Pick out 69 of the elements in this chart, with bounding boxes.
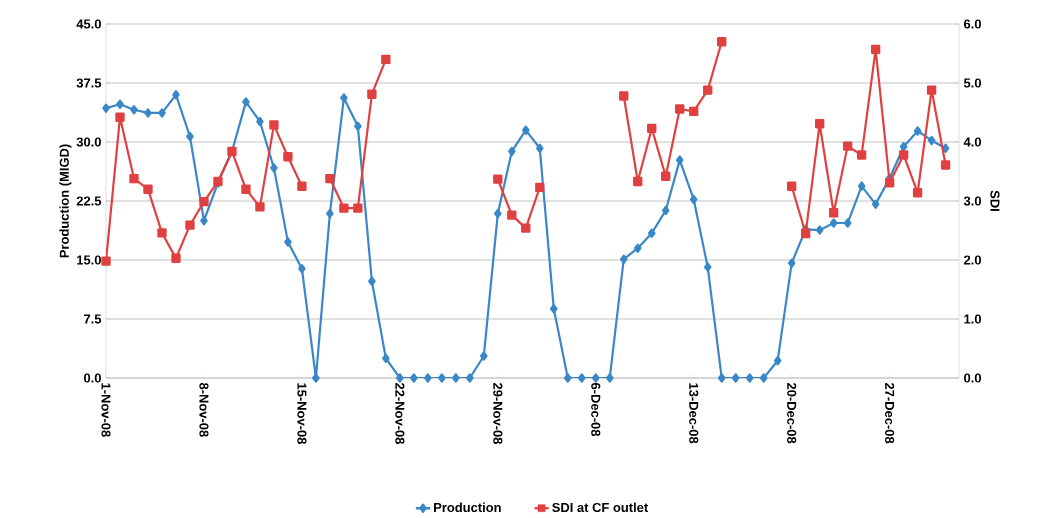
point — [367, 89, 377, 99]
point — [269, 120, 279, 130]
point — [912, 188, 923, 198]
point — [703, 85, 713, 95]
point — [199, 196, 209, 207]
point — [101, 256, 111, 266]
point — [241, 184, 251, 194]
point — [689, 106, 699, 116]
point — [185, 220, 195, 230]
x-tick-label: 15-Nov-08 — [297, 383, 307, 445]
point — [661, 171, 671, 181]
point — [926, 85, 937, 95]
point — [828, 208, 839, 218]
y2-tick-label: 3.0 — [963, 196, 981, 206]
y2-tick-label: 5.0 — [963, 78, 981, 88]
point — [647, 123, 657, 134]
y-tick-label: 7.5 — [84, 314, 102, 324]
point — [842, 141, 853, 151]
point — [675, 104, 685, 114]
y-tick-label: 15.0 — [77, 255, 101, 265]
point — [884, 178, 895, 188]
y-axis-title: Production (MIGD) — [59, 144, 72, 258]
point — [283, 152, 293, 162]
point — [814, 119, 825, 129]
point — [129, 173, 139, 184]
point — [507, 210, 517, 220]
point — [535, 182, 545, 193]
y-tick-label: 22.5 — [76, 196, 102, 206]
point — [143, 184, 153, 194]
point — [353, 203, 363, 213]
point — [339, 203, 349, 213]
point — [521, 223, 531, 233]
x-tick-label: 1-Nov-08 — [101, 383, 111, 437]
legend-label: SDI at CF outlet — [552, 502, 649, 513]
point — [800, 228, 811, 239]
y-tick-label: 30.0 — [76, 137, 101, 147]
point — [115, 112, 125, 122]
y2-axis-title: SDI — [990, 190, 1000, 211]
point — [717, 37, 727, 47]
y-tick-label: 45.0 — [76, 19, 101, 29]
point — [255, 202, 265, 212]
point — [297, 181, 307, 191]
x-tick-label: 13-Dec-08 — [689, 383, 699, 444]
x-tick-label: 8-Nov-08 — [199, 382, 209, 437]
y2-tick-label: 0.0 — [964, 373, 981, 383]
y-tick-label: 0.0 — [84, 373, 101, 383]
point — [171, 253, 181, 263]
legend-label: Production — [434, 502, 501, 513]
x-tick-label: 22-Nov-08 — [395, 382, 405, 445]
point — [619, 91, 629, 101]
x-tick-label: 27-Dec-08 — [885, 382, 895, 444]
x-tick-label: 6-Dec-08 — [591, 382, 601, 437]
point — [157, 228, 167, 238]
point — [856, 150, 867, 160]
y2-tick-label: 2.0 — [963, 255, 981, 265]
point — [898, 150, 909, 160]
point — [870, 44, 881, 55]
point — [493, 174, 503, 184]
y2-tick-label: 1.0 — [964, 314, 981, 324]
y2-tick-label: 6.0 — [963, 19, 981, 29]
point — [325, 173, 335, 184]
y-tick-label: 37.5 — [76, 78, 102, 88]
x-tick-label: 20-Dec-08 — [787, 382, 797, 444]
point — [381, 54, 391, 65]
y2-tick-label: 4.0 — [963, 137, 981, 147]
point — [940, 160, 951, 170]
x-tick-label: 29-Nov-08 — [493, 382, 503, 445]
point — [633, 176, 643, 187]
point — [786, 181, 797, 191]
